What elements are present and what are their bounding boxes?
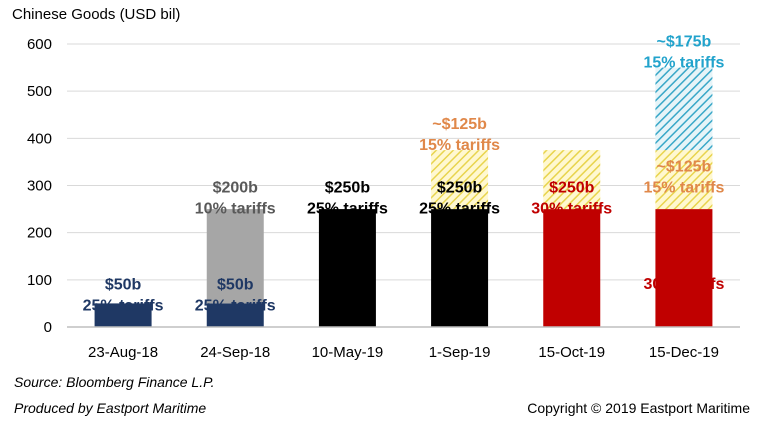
y-tick-labels: 0 100 200 300 400 500 600	[27, 36, 52, 336]
bar-segment	[543, 150, 601, 210]
data-labels: $50b 25% tariffs $50b 25% tariffs $200b 10% t…	[83, 33, 725, 314]
y-tick-label: 200	[27, 225, 52, 242]
data-label: ~$125b 15% tariffs	[643, 158, 724, 196]
data-label-line: ~$125b	[657, 158, 712, 175]
x-tick-label: 1-Sep-19	[429, 344, 491, 361]
bar-segment	[431, 150, 489, 210]
data-label: $200b 10% tariffs	[195, 180, 276, 218]
y-tick-label: 100	[27, 272, 52, 289]
x-tick-label: 24-Sep-18	[200, 344, 270, 361]
data-label-line: 15% tariffs	[419, 137, 500, 154]
data-label: $250b 30% tariffs	[643, 255, 724, 293]
bar-segment	[206, 303, 264, 327]
data-label-line: 30% tariffs	[643, 276, 724, 293]
data-label-line: $50b	[217, 276, 254, 293]
x-tick-label: 23-Aug-18	[88, 344, 158, 361]
data-label-line: 25% tariffs	[83, 297, 164, 314]
grid-lines	[67, 43, 740, 281]
x-tick-labels: 23-Aug-18 24-Sep-18 10-May-19 1-Sep-19 15-Oc…	[88, 344, 719, 361]
data-label: ~$125b 15% tariffs	[419, 116, 500, 154]
data-label: $250b 25% tariffs	[307, 180, 388, 218]
data-label-line: 15% tariffs	[643, 179, 724, 196]
copyright-note: Copyright © 2019 Eastport Maritime	[527, 400, 750, 416]
bar-segment	[655, 150, 713, 210]
data-label: $50b 25% tariffs	[83, 276, 164, 314]
bar-segment	[655, 209, 713, 327]
data-label-line: 25% tariffs	[307, 201, 388, 218]
data-label-line: 30% tariffs	[531, 201, 612, 218]
bar-segment	[431, 209, 489, 327]
data-label: $250b 30% tariffs	[531, 180, 612, 218]
x-tick-label: 10-May-19	[312, 344, 384, 361]
data-label-line: $250b	[325, 180, 371, 197]
x-tick-label: 15-Dec-19	[649, 344, 719, 361]
data-label-line: $250b	[549, 180, 595, 197]
x-tick-label: 15-Oct-19	[538, 344, 605, 361]
bar-segment	[543, 209, 601, 327]
data-label: $50b 25% tariffs	[195, 276, 276, 314]
data-label-line: $250b	[661, 255, 707, 272]
data-label-line: ~$175b	[657, 33, 712, 50]
y-tick-label: 600	[27, 36, 52, 53]
bar-segment	[206, 209, 264, 304]
y-tick-label: 400	[27, 130, 52, 147]
data-label-line: 15% tariffs	[643, 54, 724, 71]
bars	[94, 67, 713, 327]
data-label-line: 10% tariffs	[195, 201, 276, 218]
data-label: ~$175b 15% tariffs	[643, 33, 724, 71]
y-axis-title: Chinese Goods (USD bil)	[12, 6, 181, 23]
data-label-line: $50b	[105, 276, 142, 293]
data-label-line: ~$125b	[432, 116, 487, 133]
bar-segment	[655, 67, 713, 151]
bar-segment	[318, 209, 376, 327]
data-label-line: 25% tariffs	[419, 201, 500, 218]
source-note: Source: Bloomberg Finance L.P.	[14, 374, 215, 390]
bar-segment	[94, 303, 152, 327]
data-label-line: $250b	[437, 180, 483, 197]
data-label-line: 25% tariffs	[195, 297, 276, 314]
y-tick-label: 0	[44, 319, 52, 336]
data-label: $250b 25% tariffs	[419, 180, 500, 218]
y-tick-label: 300	[27, 178, 52, 195]
data-label-line: $200b	[213, 180, 259, 197]
y-tick-label: 500	[27, 83, 52, 100]
produced-by-note: Produced by Eastport Maritime	[14, 400, 207, 416]
